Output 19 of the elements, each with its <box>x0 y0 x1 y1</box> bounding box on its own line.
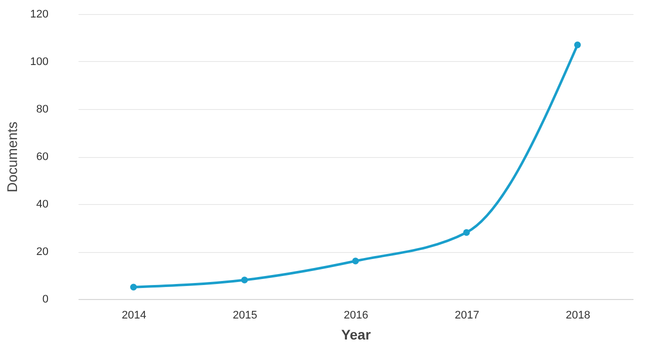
x-tick-label: 2017 <box>454 310 480 322</box>
y-tick-label: 40 <box>36 198 48 210</box>
point <box>241 276 248 284</box>
x-tick-label: 2018 <box>566 310 590 322</box>
y-tick-label: 100 <box>30 56 48 68</box>
point <box>574 42 581 48</box>
x-tick-label: 2016 <box>344 310 368 322</box>
y-tick-label: 0 <box>42 294 48 306</box>
point <box>463 229 470 236</box>
x-axis-title: Year <box>341 326 372 342</box>
y-axis-title: Documents <box>4 122 20 192</box>
point <box>352 258 359 264</box>
y-tick-label: 120 <box>30 8 48 20</box>
x-tick-label: 2014 <box>122 310 146 322</box>
x-tick-label: 2015 <box>232 310 258 322</box>
y-tick-label: 80 <box>36 104 48 116</box>
y-tick-label: 60 <box>36 151 48 163</box>
point <box>130 284 137 290</box>
y-tick-label: 20 <box>36 246 48 258</box>
